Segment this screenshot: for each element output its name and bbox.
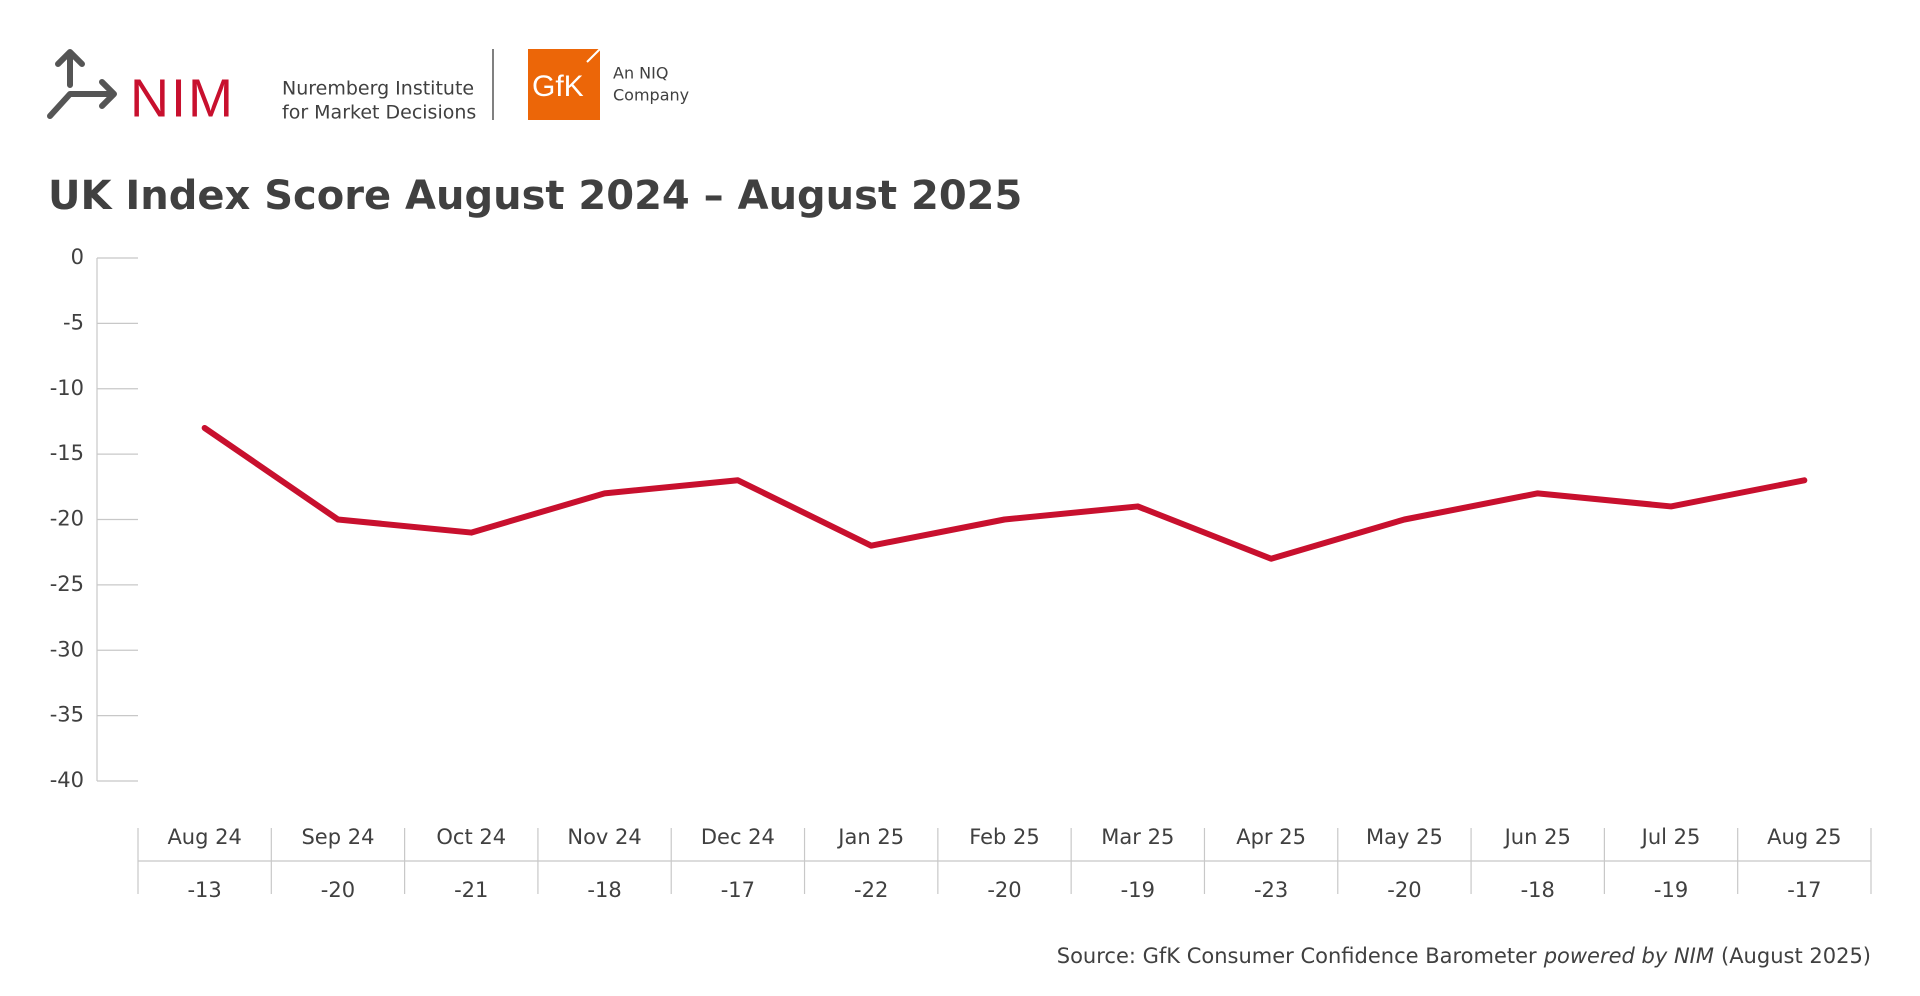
y-tick-label: -30 [50,637,84,661]
y-tick-label: -10 [50,376,84,400]
value-label: -13 [187,878,221,902]
x-tick-label: Dec 24 [701,825,775,849]
source-suffix: (August 2025) [1721,944,1871,968]
x-tick-label: Feb 25 [969,825,1040,849]
nim-tagline: for Market Decisions [282,102,476,124]
x-tick-label: Jul 25 [1640,825,1701,849]
x-tick-label: Aug 24 [167,825,241,849]
x-tick-label: Aug 25 [1767,825,1841,849]
value-label: -18 [1521,878,1555,902]
gfk-slash [586,48,601,63]
y-tick-label: -25 [50,572,84,596]
gfk-tagline: An NIQ [613,64,668,83]
gfk-wordmark: GfK [532,70,584,103]
value-label: -19 [1654,878,1688,902]
y-tick-label: -35 [50,703,84,727]
x-tick-label: Apr 25 [1236,825,1306,849]
x-tick-label: Jan 25 [836,825,904,849]
source-note: Source: GfK Consumer Confidence Baromete… [1057,944,1871,968]
source-emphasis: powered by NIM [1543,944,1714,968]
value-label: -20 [1387,878,1421,902]
value-label: -23 [1254,878,1288,902]
value-label: -18 [587,878,621,902]
chart-title: UK Index Score August 2024 – August 2025 [48,173,1022,219]
y-tick-label: -15 [50,441,84,465]
x-tick-label: Nov 24 [567,825,641,849]
data-line [201,424,1808,562]
nim-wordmark: NIM [130,68,235,128]
y-tick-label: 0 [71,245,84,269]
x-tick-label: May 25 [1366,825,1443,849]
y-tick-label: -40 [50,768,84,792]
nim-tagline: Nuremberg Institute [282,78,474,100]
value-label: -22 [854,878,888,902]
value-label: -21 [454,878,488,902]
value-label: -17 [1787,878,1821,902]
value-label: -20 [987,878,1021,902]
gfk-tagline: Company [613,86,689,105]
source-text: Source: GfK Consumer Confidence Baromete… [1057,944,1537,968]
nim-icon [47,49,117,119]
value-label: -17 [721,878,755,902]
value-label: -19 [1121,878,1155,902]
x-tick-label: Sep 24 [301,825,374,849]
logo: NIM Nuremberg Institute for Market Decis… [47,48,689,128]
x-tick-label: Jun 25 [1503,825,1571,849]
x-tick-label: Mar 25 [1101,825,1174,849]
y-tick-label: -5 [63,310,84,334]
y-tick-label: -20 [50,507,84,531]
value-label: -20 [321,878,355,902]
x-tick-label: Oct 24 [436,825,506,849]
